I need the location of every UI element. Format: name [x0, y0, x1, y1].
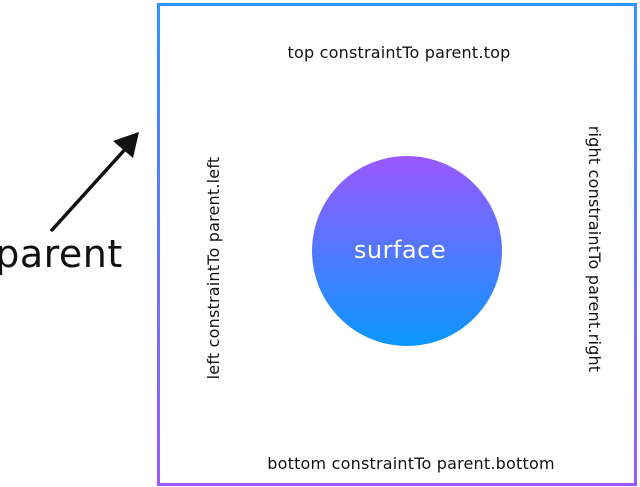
top-constraint-label: top constraintTo parent.top	[287, 43, 511, 62]
surface-label: surface	[353, 236, 447, 264]
bottom-constraint-label: bottom constraintTo parent.bottom	[267, 454, 555, 473]
pointer-arrow	[50, 132, 139, 232]
parent-label: parent	[0, 232, 123, 276]
parent-frame	[157, 3, 637, 486]
surface-circle	[312, 156, 502, 346]
right-constraint-label: right constraintTo parent.right	[585, 125, 604, 373]
left-constraint-label: left constraintTo parent.left	[204, 156, 223, 380]
